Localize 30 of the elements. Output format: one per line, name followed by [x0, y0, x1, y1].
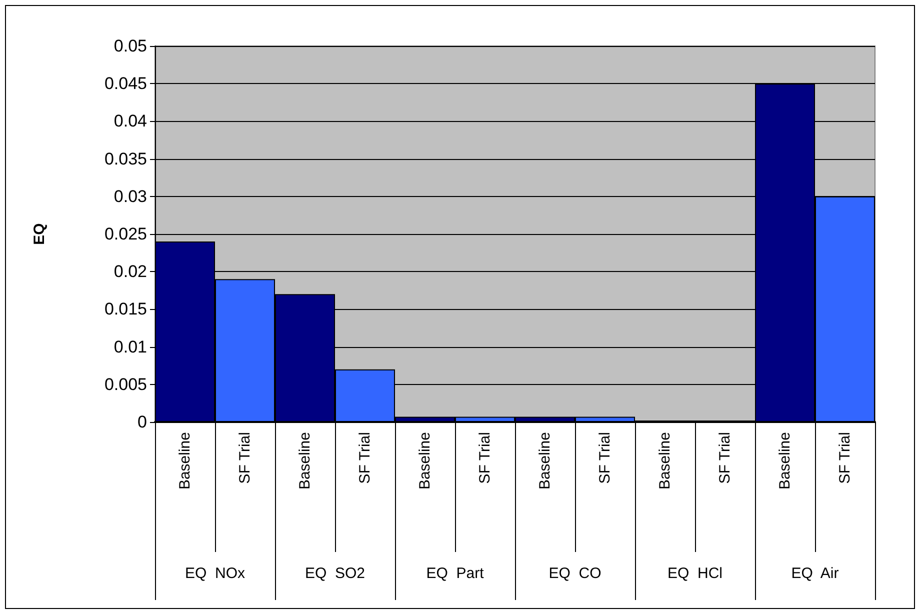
x-tick-label: Baseline: [416, 432, 434, 490]
text: EQ SO2: [304, 565, 366, 582]
y-tick-label: 0.035: [104, 149, 147, 168]
text: EQ CO: [548, 565, 602, 582]
x-tick-label: SF Trial: [476, 432, 494, 484]
y-tick-label: 0.045: [104, 74, 147, 94]
y-tick-label: 0.04: [114, 112, 147, 131]
x-tick-label: SF Trial: [716, 432, 734, 484]
y-axis-title: EQ: [31, 222, 48, 245]
x-tick-label: Baseline: [656, 432, 674, 490]
y-tick-label: 0.005: [104, 374, 147, 394]
x-tick-label: SF Trial: [836, 432, 854, 484]
text: EQ HCl: [667, 565, 723, 582]
x-tick-label: SF Trial: [356, 432, 374, 484]
y-tick-label: 0: [138, 412, 147, 432]
x-tick-label: Baseline: [176, 432, 194, 490]
x-tick-label: Baseline: [776, 432, 794, 490]
text: EQ NOx: [184, 565, 246, 582]
text: EQ Part: [426, 565, 485, 582]
y-tick-label: 0.01: [114, 337, 147, 356]
y-tick-label: 0.025: [104, 224, 147, 244]
y-tick-label: 0.02: [114, 262, 147, 282]
text: EQ Air: [791, 565, 839, 582]
x-tick-label: SF Trial: [596, 432, 614, 484]
x-tick-label: Baseline: [296, 432, 314, 490]
y-tick-label: 0.05: [114, 36, 147, 56]
x-tick-label: SF Trial: [236, 432, 254, 484]
y-tick-label: 0.03: [114, 186, 147, 206]
y-tick-label: 0.015: [104, 300, 147, 319]
x-tick-label: Baseline: [536, 432, 554, 490]
